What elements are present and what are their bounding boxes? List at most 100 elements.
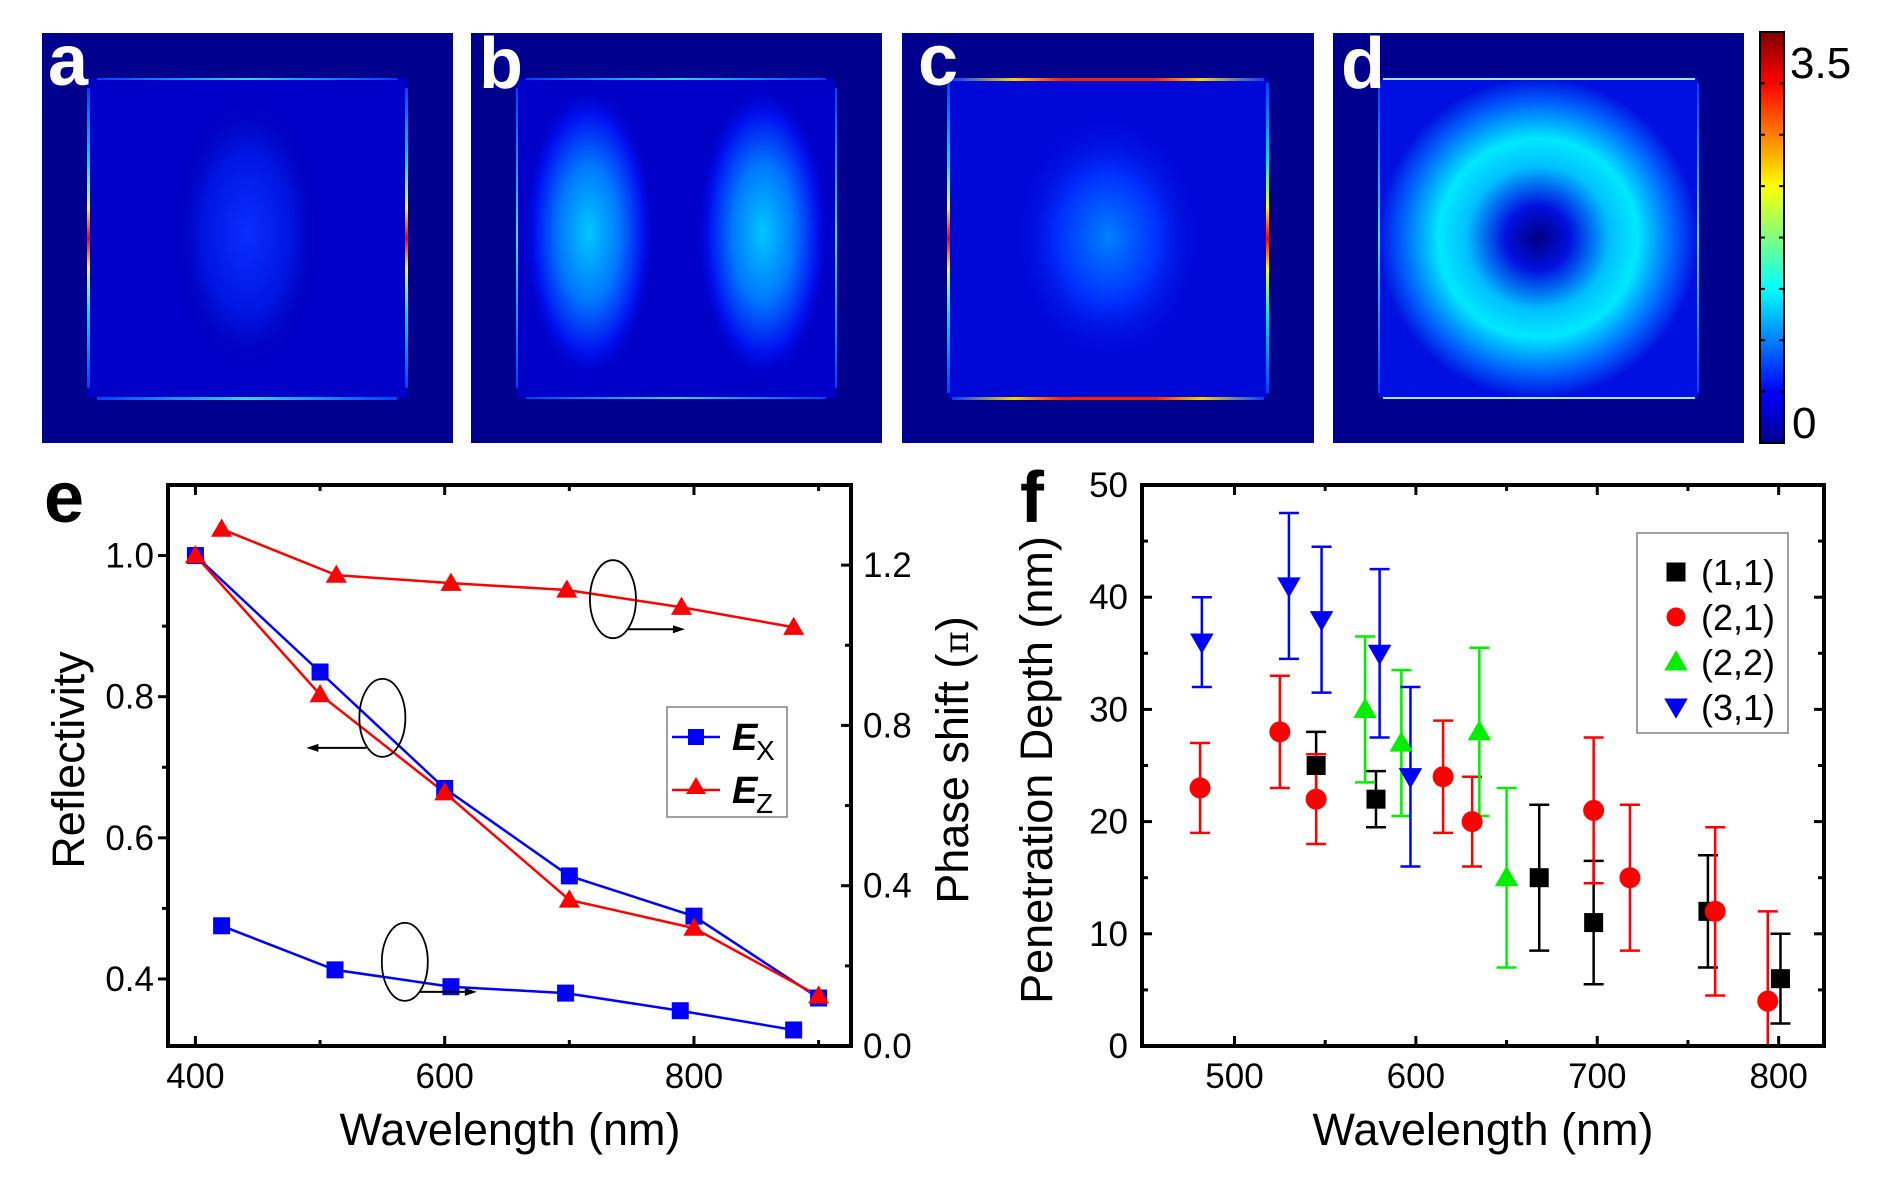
data-point-11 xyxy=(1306,756,1326,775)
edge-top xyxy=(952,78,1264,81)
data-point-ez xyxy=(683,917,705,936)
legend-marker-11 xyxy=(1666,562,1686,582)
series-line-ex xyxy=(194,554,820,1000)
data-point-31 xyxy=(1190,633,1214,654)
colorbar-max-label: 3.5 xyxy=(1790,39,1851,88)
x-tick-label: 400 xyxy=(166,1057,224,1096)
chart-e-markers xyxy=(184,518,830,1039)
y2-tick-label: 0.4 xyxy=(863,867,912,906)
legend-marker-22 xyxy=(1664,650,1688,671)
y-tick-label: 40 xyxy=(1089,578,1128,617)
y2-tick-label: 1.2 xyxy=(863,546,912,585)
chart-e-legend: E X E Z xyxy=(666,706,788,819)
edge-right xyxy=(1697,83,1699,393)
y2label-pi: π xyxy=(937,631,977,653)
colorbar-min-label: 0 xyxy=(1792,399,1816,448)
data-point-ez xyxy=(808,985,830,1004)
chart-e-frame xyxy=(166,483,853,1048)
panel-label: c xyxy=(918,21,958,101)
data-point-21 xyxy=(1461,811,1483,833)
data-point-21 xyxy=(1189,777,1211,799)
field-lobe xyxy=(172,93,322,373)
field-spot xyxy=(1008,108,1208,368)
chart-f-tick-labels: 500 600 700 800 0 10 20 30 40 50 xyxy=(1089,466,1808,1096)
edge-left xyxy=(516,88,518,388)
legend-box xyxy=(666,706,788,818)
y-tick-label: 0.4 xyxy=(105,960,154,999)
data-point-ex xyxy=(560,867,578,885)
legend-sub-ex: X xyxy=(756,735,775,766)
edge-bottom xyxy=(1383,397,1695,399)
chart-e: e 400 600 800 0.4 0.6 0.8 1.0 0.0 0.4 0.8 1.2 Wave… xyxy=(43,458,978,1155)
data-point-ex-phase xyxy=(785,1021,803,1039)
data-point-ez-phase xyxy=(440,572,462,591)
panel-label-f: f xyxy=(1020,458,1045,538)
chart-f-frame xyxy=(1140,483,1826,1048)
data-point-ex-phase xyxy=(326,961,344,979)
data-point-ex xyxy=(685,907,703,925)
edge-top xyxy=(97,78,397,80)
edge-left xyxy=(1378,83,1380,393)
colorbar: 3.5 0 xyxy=(1759,31,1851,448)
field-map-panel-c: c xyxy=(902,21,1314,443)
series-line-ez-phase xyxy=(221,527,794,629)
y-tick-label: 30 xyxy=(1089,690,1128,729)
y2-tick-label: 0.0 xyxy=(863,1027,912,1066)
data-point-ez-phase xyxy=(670,596,693,615)
arrow-head xyxy=(464,987,477,996)
legend-label: (1,1) xyxy=(1701,552,1775,593)
data-point-31 xyxy=(1367,644,1392,666)
data-point-21 xyxy=(1583,799,1605,821)
chart-e-tick-labels: 400 600 800 0.4 0.6 0.8 1.0 0.0 0.4 0.8 1.2 xyxy=(105,537,911,1096)
legend-label: (3,1) xyxy=(1701,687,1775,728)
chart-e-lines xyxy=(194,527,820,1032)
data-point-31 xyxy=(1277,577,1301,598)
x-tick-label: 800 xyxy=(1749,1057,1807,1096)
x-tick-label: 600 xyxy=(415,1057,473,1096)
data-point-31 xyxy=(1309,611,1334,632)
data-point-31 xyxy=(1398,768,1423,789)
data-point-ez-phase xyxy=(325,564,347,583)
edge-top xyxy=(526,78,826,80)
legend-label: (2,1) xyxy=(1701,597,1775,638)
panel-label-e: e xyxy=(44,458,84,538)
edge-left xyxy=(947,83,950,393)
y2-tick-label: 0.8 xyxy=(863,706,912,745)
annotation-ellipse xyxy=(380,921,429,1002)
data-point-11 xyxy=(1584,913,1604,933)
data-point-21 xyxy=(1432,766,1454,788)
legend-marker-21 xyxy=(1666,607,1686,627)
data-point-ez xyxy=(309,684,331,703)
edge-top xyxy=(1383,78,1695,80)
data-point-11 xyxy=(1529,868,1549,888)
y-tick-label: 0.6 xyxy=(105,819,154,858)
y-tick-label: 1.0 xyxy=(105,537,154,576)
series-line-ez xyxy=(194,554,820,997)
y-tick-label: 50 xyxy=(1089,466,1128,505)
data-point-22 xyxy=(1494,865,1519,887)
data-point-21 xyxy=(1269,721,1291,743)
legend-marker-31 xyxy=(1664,698,1688,719)
field-ring xyxy=(1378,78,1698,398)
chart-f-markers xyxy=(1189,577,1790,1012)
edge-left xyxy=(87,88,90,388)
data-point-22 xyxy=(1467,720,1492,741)
chart-f-legend: (1,1)(2,1)(2,2)(3,1) xyxy=(1636,532,1789,734)
edge-bottom xyxy=(97,397,397,400)
data-point-11 xyxy=(1770,969,1790,989)
annotation-ellipse xyxy=(589,559,637,640)
chart-f-xlabel: Wavelength (nm) xyxy=(1313,1104,1654,1155)
data-point-21 xyxy=(1757,990,1779,1012)
legend-label-ez: E xyxy=(732,770,759,812)
x-tick-label: 800 xyxy=(665,1057,723,1096)
panel-label: a xyxy=(48,21,89,101)
annotation-ellipse xyxy=(358,677,407,758)
x-tick-label: 700 xyxy=(1568,1057,1626,1096)
arrow-head xyxy=(672,625,685,634)
edge-right xyxy=(405,88,408,388)
data-point-ez-phase xyxy=(211,518,233,537)
edge-right xyxy=(835,88,837,388)
legend-label-ex: E xyxy=(732,717,759,759)
data-point-ez xyxy=(558,889,580,908)
